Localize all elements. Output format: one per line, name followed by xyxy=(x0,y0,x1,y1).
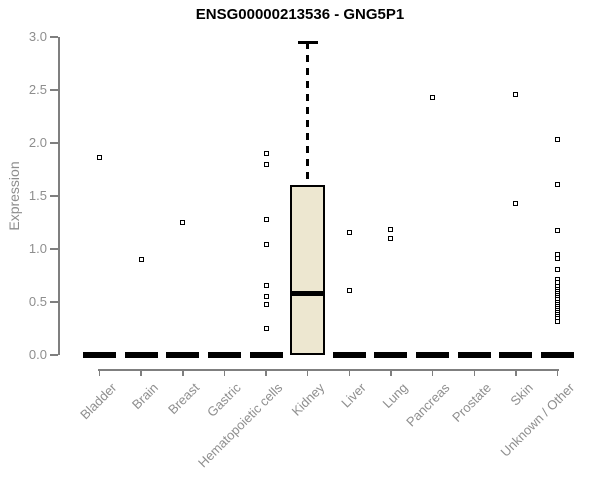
y-tick xyxy=(50,195,58,197)
y-tick-label: 0.0 xyxy=(28,347,47,362)
zero-median-bar xyxy=(207,352,241,358)
outlier-point xyxy=(263,151,269,157)
x-tick xyxy=(182,369,184,376)
outlier-point xyxy=(263,282,269,288)
outlier-point xyxy=(346,229,352,235)
outlier-point xyxy=(555,137,561,143)
box-body xyxy=(290,185,326,355)
x-tick xyxy=(306,369,309,376)
outlier-point xyxy=(555,318,561,324)
outlier-point xyxy=(97,155,102,161)
outlier-point xyxy=(180,220,186,225)
median-line xyxy=(292,291,324,297)
outlier-point xyxy=(388,227,394,233)
outlier-point xyxy=(263,242,269,248)
outlier-point xyxy=(263,216,269,222)
y-tick xyxy=(50,354,58,356)
y-tick xyxy=(50,36,58,38)
outlier-point xyxy=(555,256,561,262)
zero-median-bar xyxy=(541,352,575,358)
y-tick-label: 3.0 xyxy=(28,29,47,44)
x-axis-label: Liver xyxy=(338,380,369,411)
x-axis-label: Gastric xyxy=(204,380,245,420)
outlier-point xyxy=(513,91,519,97)
x-axis-label: Kidney xyxy=(288,380,328,419)
outlier-point xyxy=(388,235,394,241)
x-axis-label: Brain xyxy=(128,380,161,413)
outlier-point xyxy=(263,161,269,167)
y-axis-line xyxy=(58,37,60,355)
y-tick-label: 1.5 xyxy=(28,188,47,203)
outlier-point xyxy=(555,266,561,272)
outlier-point xyxy=(346,287,352,293)
zero-median-bar xyxy=(457,352,491,358)
outlier-point xyxy=(430,94,436,100)
x-axis-label: Unknown / Other xyxy=(497,380,578,460)
y-tick xyxy=(50,89,58,91)
x-tick xyxy=(140,369,142,376)
y-tick-label: 2.0 xyxy=(28,135,47,150)
x-axis-label: Breast xyxy=(165,380,203,418)
zero-median-bar xyxy=(124,352,158,358)
zero-median-bar xyxy=(332,352,366,358)
x-tick xyxy=(223,369,226,376)
zero-median-bar xyxy=(374,352,408,358)
x-tick xyxy=(431,369,434,376)
x-axis-label: Skin xyxy=(507,380,536,409)
y-tick-label: 0.5 xyxy=(28,294,47,309)
outlier-point xyxy=(263,294,269,300)
outlier-point xyxy=(263,326,269,331)
x-axis-label: Pancreas xyxy=(402,380,453,430)
x-axis-label: Bladder xyxy=(76,380,120,423)
x-axis-label: Lung xyxy=(379,380,411,412)
zero-median-bar xyxy=(416,352,450,358)
outlier-point xyxy=(263,301,269,307)
outlier-point xyxy=(138,257,144,263)
whisker-cap xyxy=(297,40,318,44)
x-tick xyxy=(473,369,475,376)
zero-median-bar xyxy=(83,352,116,358)
x-tick xyxy=(515,369,517,376)
outlier-point xyxy=(555,181,561,187)
y-tick-label: 2.5 xyxy=(28,82,47,97)
y-tick-label: 1.0 xyxy=(28,241,47,256)
x-tick xyxy=(556,369,559,376)
x-axis-label: Prostate xyxy=(449,380,494,425)
whisker-upper xyxy=(306,42,310,186)
y-tick xyxy=(50,248,58,250)
x-tick xyxy=(98,369,101,376)
x-tick xyxy=(265,369,267,376)
y-tick xyxy=(50,142,58,144)
x-axis-line xyxy=(98,369,559,371)
chart-title: ENSG00000213536 - GNG5P1 xyxy=(195,6,405,23)
zero-median-bar xyxy=(166,352,200,358)
outlier-point xyxy=(555,228,561,234)
zero-median-bar xyxy=(249,352,283,358)
zero-median-bar xyxy=(499,352,533,358)
y-tick xyxy=(50,301,58,303)
x-tick xyxy=(348,369,351,376)
outlier-point xyxy=(513,200,519,206)
x-tick xyxy=(390,369,392,376)
